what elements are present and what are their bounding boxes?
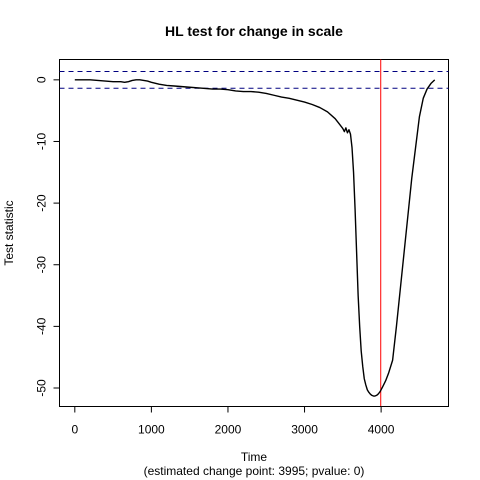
y-axis: 0 -10 -20 -30 -40 -50 [35, 76, 60, 397]
x-tick-label: 1000 [138, 423, 165, 437]
x-axis-label: Time [241, 450, 268, 464]
x-tick-label: 3000 [291, 423, 318, 437]
plot-frame [59, 59, 449, 407]
y-tick-label: 0 [35, 76, 49, 83]
chart-title: HL test for change in scale [165, 23, 343, 39]
y-tick-label: -10 [35, 132, 49, 150]
x-tick-label: 4000 [368, 423, 395, 437]
test-statistic-line [74, 79, 436, 397]
y-tick-label: -20 [35, 194, 49, 212]
y-axis-label: Test statistic [2, 200, 16, 265]
critical-value-lines [59, 70, 449, 89]
y-tick-label: -50 [35, 379, 49, 397]
x-axis: 0 1000 2000 3000 4000 [71, 406, 395, 437]
chart-subtitle: (estimated change point: 3995; pvalue: 0… [144, 464, 365, 478]
y-tick-label: -30 [35, 256, 49, 274]
x-tick-label: 2000 [215, 423, 242, 437]
y-tick-label: -40 [35, 317, 49, 335]
x-tick-label: 0 [71, 423, 78, 437]
